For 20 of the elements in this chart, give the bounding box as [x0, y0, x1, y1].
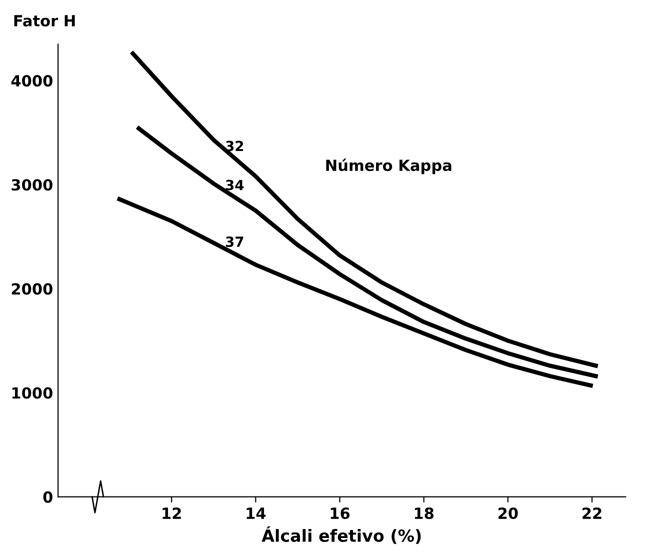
annotation: Número Kappa	[326, 158, 452, 174]
y-tick-label: 3000	[12, 179, 52, 191]
y-tick-label: 2000	[12, 283, 52, 295]
x-tick-label: 12	[162, 507, 181, 519]
series-label: 34	[226, 180, 244, 190]
x-tick-label: 16	[330, 508, 350, 520]
x-tick-label: 20	[498, 507, 518, 520]
y-tick-label: 1000	[12, 387, 52, 399]
x-tick-label: 18	[414, 507, 434, 520]
line-series	[117, 197, 593, 388]
x-axis-title: Álcali efetivo (%)	[262, 526, 421, 544]
y-tick-label: 4000	[11, 75, 52, 87]
y-axis-title: Fator H	[14, 15, 75, 27]
x-tick-label: 22	[582, 507, 602, 519]
x-tick-label: 14	[246, 508, 266, 519]
line-series	[130, 51, 598, 368]
series-label: 37	[226, 236, 244, 247]
series-label: 32	[226, 140, 244, 152]
y-tick-label: 0	[43, 491, 52, 503]
line-series	[136, 126, 598, 378]
